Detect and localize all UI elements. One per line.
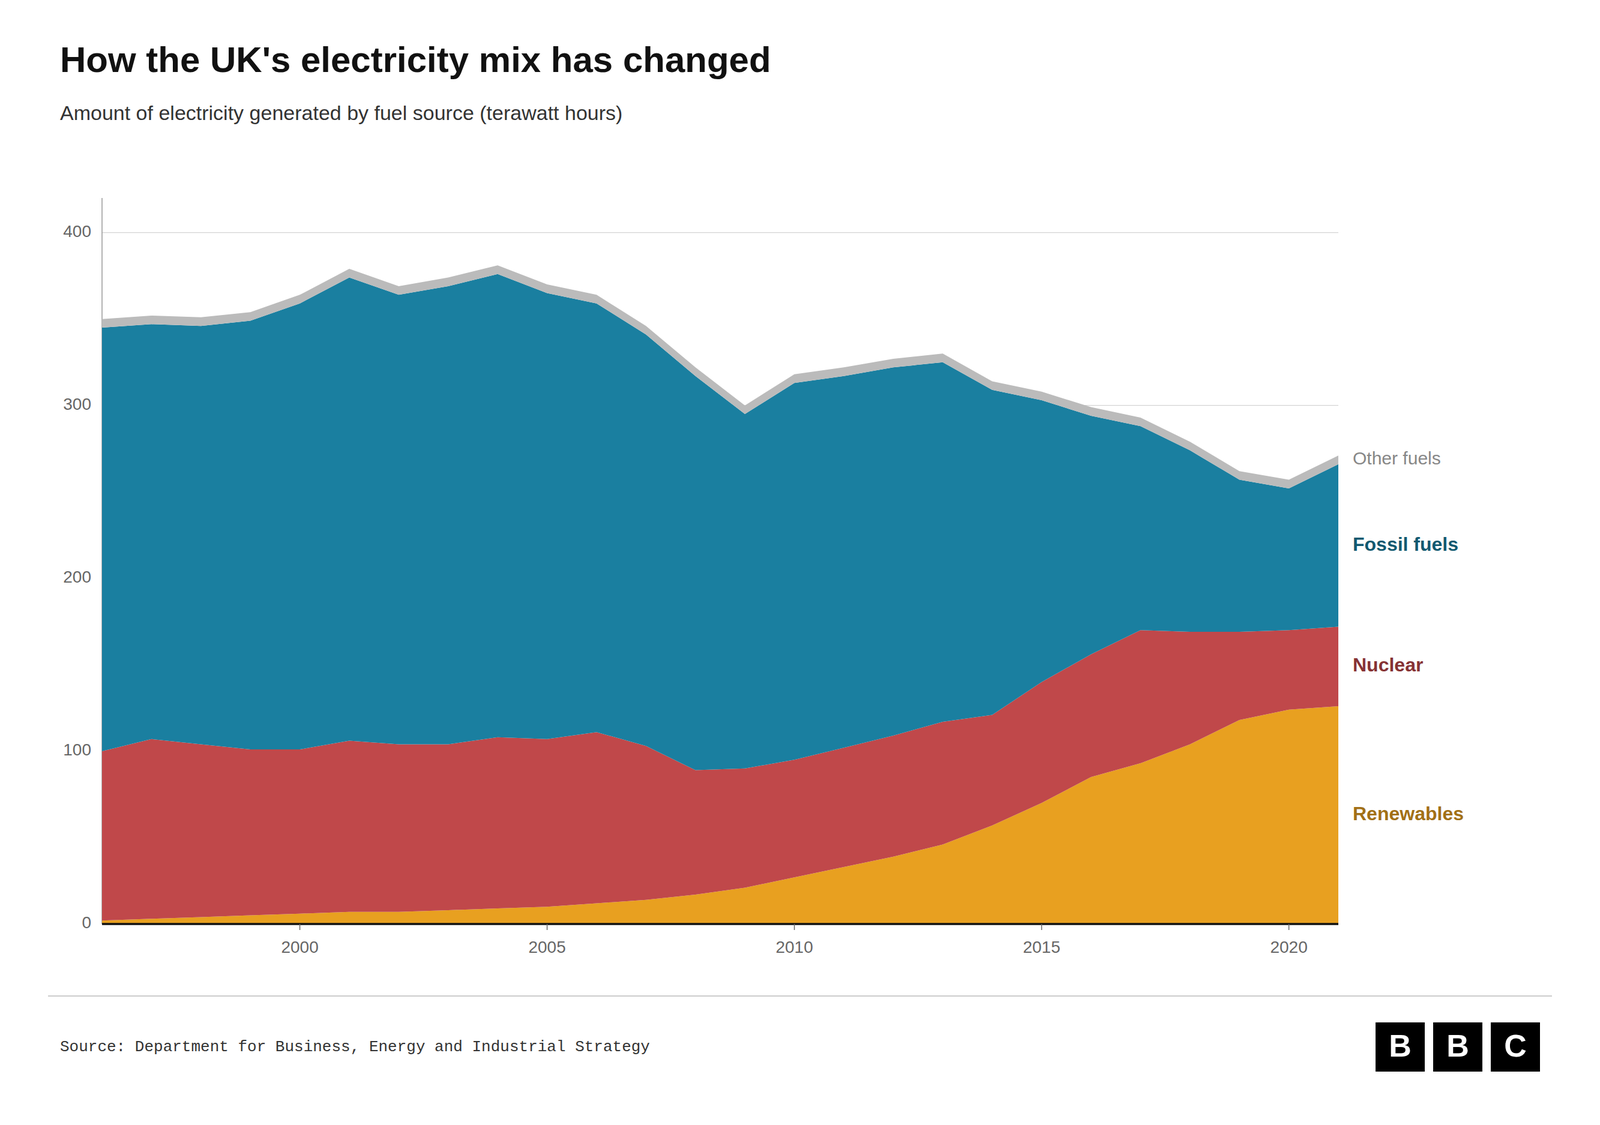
x-tick <box>1041 924 1043 931</box>
x-tick <box>546 924 548 931</box>
title: How the UK's electricity mix has changed <box>60 39 772 80</box>
subtitle: Amount of electricity generated by fuel … <box>60 101 623 125</box>
source: Source: Department for Business, Energy … <box>60 1038 650 1057</box>
grid-line <box>102 232 1339 233</box>
grid-line <box>102 923 1339 925</box>
logo-letter: B <box>1446 1028 1470 1064</box>
area <box>102 265 1339 489</box>
y-tick-label: 300 <box>63 394 92 414</box>
x-tick-label: 2020 <box>1269 938 1308 957</box>
chart: How the UK's electricity mix has changed… <box>0 0 1600 1125</box>
grid <box>102 232 1339 925</box>
series-label: Other fuels <box>1352 448 1441 469</box>
divider <box>48 995 1552 997</box>
x-tick <box>793 924 796 931</box>
area <box>102 274 1339 771</box>
logo-letter: C <box>1503 1028 1527 1064</box>
series-label: Fossil fuels <box>1352 533 1459 556</box>
x-tick <box>299 924 301 931</box>
areas <box>102 265 1339 925</box>
logo-letter: B <box>1388 1028 1412 1064</box>
x-tick-label: 2010 <box>775 938 813 957</box>
logo-box <box>1433 1022 1483 1072</box>
x-tick-label: 2000 <box>280 938 319 957</box>
logo-box <box>1375 1022 1425 1072</box>
y-tick-label: 400 <box>63 222 92 241</box>
logo: BBC <box>1375 1022 1540 1072</box>
y-tick-label: 200 <box>63 567 92 587</box>
x-axis-line <box>102 923 1339 926</box>
x-tick-label: 2005 <box>528 938 566 957</box>
series-label: Nuclear <box>1352 654 1423 676</box>
x-tick <box>1288 924 1290 931</box>
y-tick-label: 100 <box>63 740 92 760</box>
logo-box <box>1490 1022 1540 1072</box>
series-label: Renewables <box>1352 803 1464 825</box>
x-tick-label: 2015 <box>1022 938 1060 957</box>
y-tick-label: 0 <box>81 913 92 933</box>
